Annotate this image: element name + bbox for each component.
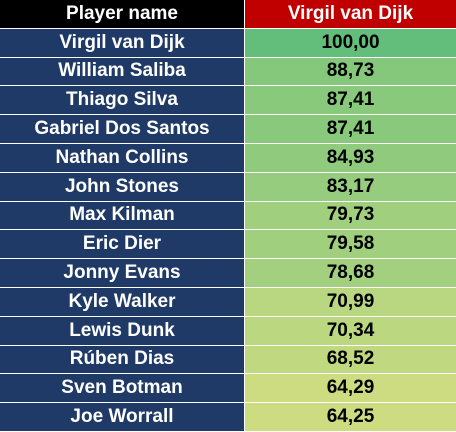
value-cell: 79,58 — [245, 230, 456, 260]
value-cell: 84,93 — [245, 143, 456, 173]
value-cell: 100,00 — [245, 28, 456, 58]
player-name-cell: Nathan Collins — [0, 143, 245, 173]
value-cell: 64,25 — [245, 403, 456, 432]
value-cell: 64,29 — [245, 374, 456, 404]
value-cell: 83,17 — [245, 172, 456, 202]
player-name-cell: Lewis Dunk — [0, 316, 245, 346]
player-name-cell: Jonny Evans — [0, 259, 245, 288]
value-cell: 70,34 — [245, 316, 456, 346]
value-cell: 68,52 — [245, 345, 456, 375]
player-name-cell: Kyle Walker — [0, 287, 245, 317]
player-name-cell: Eric Dier — [0, 230, 245, 260]
header-value: Virgil van Dijk — [245, 0, 456, 29]
value-cell: 87,41 — [245, 115, 456, 144]
player-name-cell: Thiago Silva — [0, 86, 245, 116]
player-name-cell: Rúben Dias — [0, 345, 245, 375]
player-name-cell: Gabriel Dos Santos — [0, 115, 245, 144]
player-name-cell: Joe Worrall — [0, 403, 245, 432]
value-cell: 78,68 — [245, 259, 456, 288]
value-cell: 87,41 — [245, 86, 456, 116]
value-cell: 79,73 — [245, 201, 456, 231]
player-name-cell: Max Kilman — [0, 201, 245, 231]
value-cell: 88,73 — [245, 57, 456, 87]
player-name-cell: John Stones — [0, 172, 245, 202]
player-name-cell: Virgil van Dijk — [0, 28, 245, 58]
value-cell: 70,99 — [245, 287, 456, 317]
player-name-cell: Sven Botman — [0, 374, 245, 404]
player-name-cell: William Saliba — [0, 57, 245, 87]
header-player-name: Player name — [0, 0, 245, 29]
